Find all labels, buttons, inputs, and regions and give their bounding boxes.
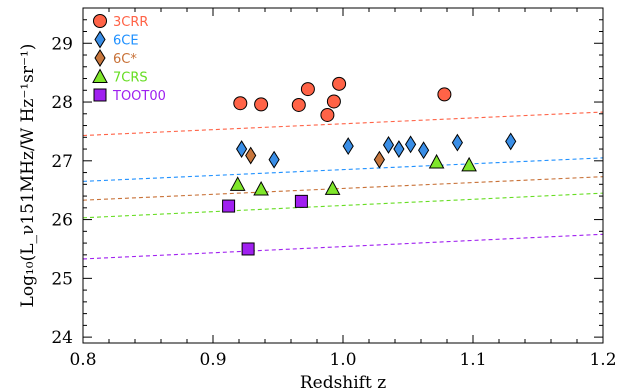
point-3crr: [437, 87, 452, 102]
point-6c: [373, 150, 385, 169]
axis-ticks: 0.8 0.9 1.0 1.1 1.2 24 25 26 27 28 29: [51, 8, 617, 370]
flux-limit-line: [82, 233, 604, 260]
legend: 3CRR 6CE 6C* 7CRS TOOT00: [92, 14, 166, 104]
legend-marker-3crr: [93, 14, 107, 28]
point-7crs: [461, 156, 477, 172]
data-points: [222, 76, 517, 256]
x-tick-label: 1.1: [459, 350, 486, 370]
legend-label-6c: 6C*: [113, 52, 137, 67]
flux-limit-line: [82, 157, 604, 182]
legend-marker-6c: [94, 49, 106, 67]
point-3crr: [326, 94, 341, 109]
point-7crs: [324, 180, 341, 195]
flux-limit-line: [82, 176, 604, 201]
point-7crs: [428, 153, 445, 169]
x-axis-title: Redshift z: [300, 373, 386, 391]
point-6ce: [405, 135, 417, 154]
point-6ce: [382, 135, 395, 154]
point-6ce: [236, 140, 248, 158]
y-tick-label: 27: [51, 152, 73, 172]
flux-limit-line: [82, 111, 604, 137]
point-6ce: [418, 141, 430, 160]
legend-label-6ce: 6CE: [113, 34, 139, 49]
point-6ce: [342, 137, 354, 156]
point-3crr: [332, 76, 347, 91]
point-3crr: [233, 96, 248, 111]
point-6ce: [451, 133, 463, 152]
point-7crs: [253, 180, 269, 196]
legend-marker-toot00: [93, 88, 107, 102]
point-7crs: [229, 176, 246, 191]
x-tick-label: 0.9: [199, 350, 226, 370]
legend-marker-6ce: [94, 30, 106, 49]
y-tick-label: 29: [51, 34, 73, 54]
y-tick-label: 28: [51, 93, 73, 113]
plot-frame: [82, 7, 604, 344]
x-tick-label: 1.2: [589, 350, 616, 370]
x-tick-label: 1.0: [329, 350, 356, 370]
point-toot00: [241, 242, 255, 256]
point-3crr: [320, 107, 335, 122]
flux-limit-line: [82, 192, 604, 219]
point-6c: [245, 146, 257, 165]
y-tick-label: 24: [51, 328, 73, 348]
x-tick-label: 0.8: [69, 350, 96, 370]
y-axis-title-text: Log₁₀(L_ν151MHz/W Hz⁻¹sr⁻¹): [18, 44, 38, 308]
y-tick-label: 26: [51, 211, 73, 231]
point-toot00: [222, 199, 236, 213]
legend-label-7crs: 7CRS: [113, 71, 148, 86]
legend-label-3crr: 3CRR: [113, 15, 148, 30]
limit-lines: [82, 111, 604, 260]
point-3crr: [254, 97, 269, 112]
legend-label-toot00: TOOT00: [112, 89, 166, 104]
y-tick-label: 25: [51, 269, 73, 289]
point-3crr: [291, 97, 306, 112]
point-6ce: [393, 140, 405, 158]
y-axis-title: Log₁₀(L_ν151MHz/W Hz⁻¹sr⁻¹): [18, 44, 38, 308]
legend-marker-7crs: [92, 68, 108, 83]
point-toot00: [294, 194, 308, 208]
point-6ce: [505, 132, 517, 151]
point-6ce: [268, 150, 280, 169]
point-3crr: [300, 82, 315, 97]
